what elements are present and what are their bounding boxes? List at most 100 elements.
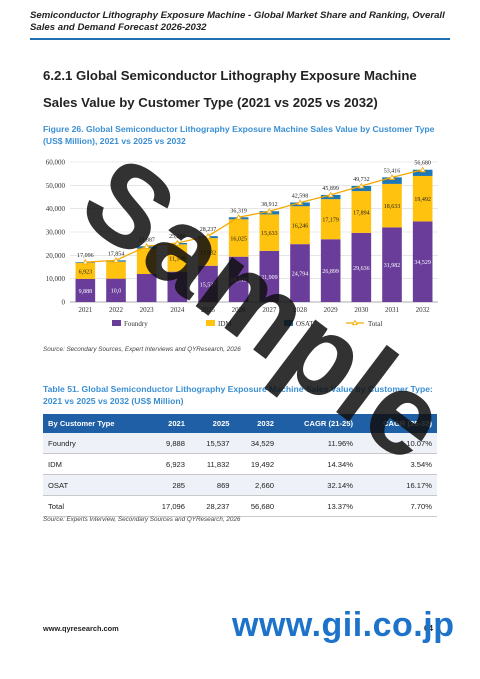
bar-segment-osat	[412, 169, 433, 176]
bar-data-label: 17,894	[353, 210, 370, 216]
legend-label: IDM	[218, 320, 232, 328]
total-data-label: 56,680	[414, 161, 431, 167]
bar-data-label: 34,529	[414, 260, 431, 266]
legend-label: Total	[368, 320, 382, 328]
x-tick-label: 2021	[78, 306, 93, 314]
total-point	[296, 199, 304, 206]
bar-data-label: 17,179	[322, 218, 339, 224]
bar-data-label: 19,492	[414, 197, 431, 203]
bar-segment-foundry	[75, 278, 96, 302]
x-tick-label: 2031	[385, 306, 400, 314]
bar-segment-idm	[167, 244, 188, 272]
total-data-label: 42,598	[292, 194, 309, 200]
bar-segment-idm	[75, 262, 96, 279]
total-data-label: 25,280	[169, 234, 186, 240]
x-tick-label: 2027	[262, 306, 277, 314]
table-source: Source: Experts Interview, Secondary Sou…	[43, 516, 241, 523]
bar-segment-osat	[351, 185, 372, 192]
table-row: Total 17,096 28,237 56,680 13.37% 7.70%	[43, 495, 437, 517]
bar-segment-foundry	[412, 221, 433, 302]
y-tick-label: 40,000	[46, 205, 66, 213]
legend-label: Foundry	[124, 320, 148, 328]
bar-data-label: 11,832	[200, 250, 216, 256]
total-point	[266, 207, 273, 214]
legend-swatch	[284, 320, 293, 326]
table-cell: IDM	[43, 453, 146, 475]
table-cell: 16.17%	[358, 474, 437, 496]
bar-segment-foundry	[290, 244, 310, 302]
x-tick-label: 2024	[170, 306, 185, 314]
table-cell: 14.34%	[279, 453, 358, 475]
total-data-label: 49,732	[353, 177, 370, 183]
bar-segment-foundry	[106, 278, 126, 302]
bar-data-label: 15,633	[261, 231, 278, 237]
total-data-label: 38,912	[261, 202, 278, 208]
bar-segment-idm	[259, 214, 280, 251]
total-point	[204, 232, 212, 239]
bar-segment-foundry	[136, 274, 157, 302]
bar-segment-idm	[351, 191, 372, 233]
bar-segment-osat	[382, 177, 402, 184]
bar-data-label: 19,419	[230, 278, 247, 284]
table-cell: Total	[43, 495, 146, 517]
gii-watermark: www.gii.co.jp	[232, 606, 455, 644]
table-cell: 7.70%	[358, 495, 437, 517]
table-header-row: By Customer Type 2021 2025 2032 CAGR (21…	[43, 414, 437, 433]
bar-segment-idm	[136, 248, 157, 274]
total-point	[82, 258, 89, 265]
total-point	[174, 239, 181, 246]
page-number: 64	[424, 624, 433, 633]
table-cell: 869	[190, 474, 235, 496]
bar-segment-foundry	[228, 256, 249, 302]
total-line	[85, 169, 423, 263]
total-point	[112, 257, 120, 263]
table-cell: 285	[145, 474, 191, 496]
bar-data-label: 9,888	[79, 289, 93, 295]
y-tick-label: 60,000	[46, 159, 66, 167]
y-tick-label: 50,000	[46, 182, 66, 190]
bar-data-label: 26,899	[322, 269, 339, 275]
table-cell: 19,492	[234, 453, 280, 475]
total-data-label: 45,899	[322, 186, 339, 192]
x-tick-label: 2030	[354, 306, 369, 314]
total-data-label: 17,854	[108, 251, 125, 257]
bar-segment-idm	[106, 261, 126, 279]
x-tick-label: 2026	[232, 306, 247, 314]
table-row: IDM 6,923 11,832 19,492 14.34% 3.54%	[43, 453, 437, 475]
document-header-title: Semiconductor Lithography Exposure Machi…	[30, 10, 445, 33]
bar-segment-foundry	[167, 271, 188, 302]
total-point	[327, 191, 334, 198]
bar-segment-idm	[382, 183, 402, 228]
table-row: Foundry 9,888 15,537 34,529 11.96% 10.07…	[43, 433, 437, 454]
bar-data-label: 10,0	[111, 289, 122, 295]
bar-segment-idm	[412, 175, 433, 222]
table-cell: 11,832	[190, 453, 235, 475]
total-point	[235, 213, 242, 220]
col-header-type: By Customer Type	[43, 414, 146, 433]
total-data-label: 17,096	[77, 253, 94, 259]
legend-swatch	[112, 320, 121, 326]
customer-type-table: By Customer Type 2021 2025 2032 CAGR (21…	[43, 414, 437, 517]
legend-marker	[352, 319, 358, 326]
legend-label: OSAT	[296, 320, 314, 328]
bar-segment-foundry	[320, 239, 341, 302]
table-cell: 2,660	[234, 474, 280, 496]
bar-data-label: 29,636	[353, 266, 370, 272]
bar-data-label: 16,025	[230, 236, 247, 242]
x-tick-label: 2022	[109, 306, 124, 314]
table-cell: OSAT	[43, 474, 146, 496]
total-point	[388, 174, 396, 180]
bar-data-label: 31,982	[384, 263, 401, 269]
table-cell: 11.96%	[279, 433, 358, 454]
legend-swatch	[206, 320, 215, 326]
table-cell: 17,096	[145, 495, 191, 517]
footer-url: www.qyresearch.com	[43, 624, 119, 633]
bar-data-label: 6,923	[79, 269, 93, 275]
bar-data-label: 18,633	[384, 204, 401, 210]
table-cell: Foundry	[43, 433, 146, 454]
table-row: OSAT 285 869 2,660 32.14% 16.17%	[43, 474, 437, 496]
total-data-label: 53,416	[384, 168, 401, 174]
table-cell: 6,923	[145, 453, 191, 475]
table-cell: 13.37%	[279, 495, 358, 517]
figure-source: Source: Secondary Sources, Expert Interv…	[43, 346, 241, 353]
